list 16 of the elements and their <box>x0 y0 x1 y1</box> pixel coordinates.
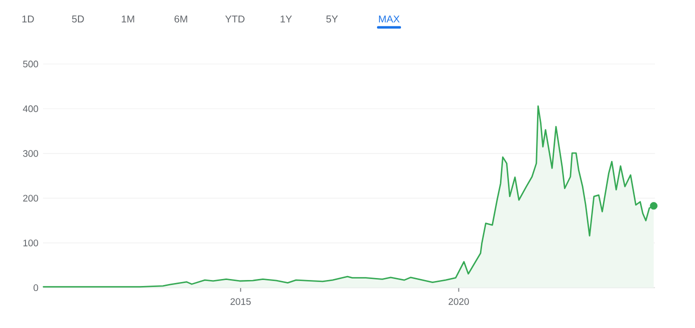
text: 1D <box>22 16 34 22</box>
x-tick-label: 2020 <box>448 298 469 305</box>
y-tick-label: 500 <box>23 60 38 68</box>
text: 5D <box>72 16 84 22</box>
y-tick-label: 300 <box>23 150 38 157</box>
text: 5Y <box>326 16 338 22</box>
y-tick-label: 200 <box>23 194 38 202</box>
x-tick-label: 2015 <box>230 298 251 305</box>
y-tick-label: 0 <box>34 284 38 292</box>
text: 1M <box>122 16 134 22</box>
text: YTD <box>225 16 244 22</box>
text: 6M <box>174 15 188 23</box>
y-tick-label: 100 <box>23 240 38 246</box>
text: MAX <box>379 16 400 22</box>
y-tick-label: 400 <box>22 105 38 112</box>
text: 1Y <box>280 16 292 22</box>
